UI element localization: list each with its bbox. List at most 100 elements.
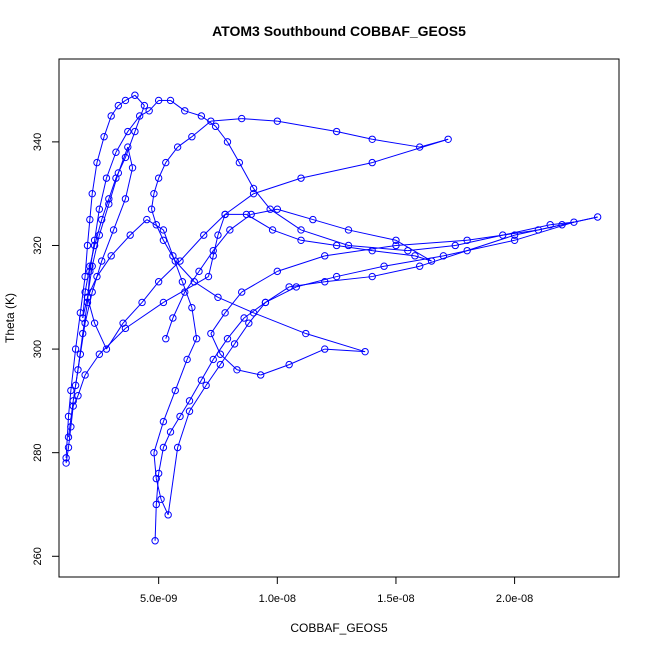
data-point — [297, 226, 305, 234]
data-point — [510, 236, 519, 245]
series-segment — [243, 302, 266, 319]
series-segment — [224, 193, 254, 215]
data-point — [100, 133, 108, 141]
series-segment — [148, 100, 160, 112]
data-point — [173, 443, 182, 452]
data-point — [344, 226, 353, 234]
data-point — [266, 205, 274, 213]
series-segment — [177, 411, 190, 448]
series-layer — [62, 91, 602, 545]
series-segment — [154, 504, 157, 541]
series-segment — [125, 94, 136, 101]
data-point — [112, 148, 120, 156]
data-point — [209, 355, 217, 364]
data-point — [240, 314, 248, 322]
data-point — [204, 272, 213, 281]
data-point — [368, 272, 376, 281]
series-segment — [224, 291, 243, 314]
data-point — [95, 231, 104, 239]
series-segment — [372, 138, 449, 164]
data-point — [214, 231, 222, 239]
data-point — [463, 246, 471, 255]
data-point — [154, 469, 163, 478]
series-segment — [84, 245, 88, 277]
data-point — [121, 96, 130, 105]
series-segment — [98, 203, 110, 236]
data-point — [292, 283, 300, 291]
series-segment — [372, 265, 420, 278]
y-tick-label: 320 — [32, 236, 44, 254]
series-segment — [210, 312, 226, 334]
data-point — [98, 215, 106, 224]
data-point — [107, 112, 115, 120]
y-tick-label: 280 — [32, 444, 44, 462]
data-point — [499, 231, 507, 239]
data-point — [159, 226, 168, 234]
data-point — [119, 319, 127, 327]
series-segment — [174, 260, 195, 283]
series-segment — [141, 281, 160, 303]
data-point — [95, 205, 104, 213]
data-point — [62, 459, 70, 467]
data-point — [150, 448, 158, 457]
data-point — [185, 397, 194, 405]
data-point — [88, 288, 96, 296]
data-point — [159, 417, 168, 426]
series-segment — [134, 105, 145, 132]
series-segment — [84, 291, 93, 324]
series-segment — [198, 250, 214, 272]
series-segment — [158, 260, 181, 283]
series-segment — [383, 255, 444, 267]
series-segment — [67, 400, 74, 438]
data-point — [192, 335, 201, 343]
data-point — [302, 329, 310, 338]
series-segment — [155, 473, 160, 505]
series-segment — [89, 240, 96, 272]
series-segment — [105, 152, 117, 179]
series-segment — [241, 270, 278, 293]
y-tick-label: 340 — [32, 133, 44, 151]
series-segment — [348, 244, 408, 252]
y-axis: 260 280 300 320 340 — [32, 133, 60, 565]
series-segment — [186, 338, 198, 360]
data-point — [83, 241, 92, 250]
series-segment — [407, 244, 456, 252]
data-point — [238, 114, 246, 123]
data-point — [169, 314, 177, 322]
data-point — [102, 345, 111, 353]
data-point — [415, 262, 424, 270]
data-point — [546, 221, 554, 229]
series-segment — [277, 120, 337, 133]
data-point — [157, 495, 165, 503]
series-segment — [260, 364, 290, 376]
series-segment — [189, 379, 202, 402]
series-segment — [162, 390, 176, 422]
data-point — [188, 303, 196, 312]
series-segment — [265, 286, 290, 303]
y-axis-label: Theta (K) — [3, 293, 17, 343]
data-point — [332, 127, 341, 136]
data-point — [249, 184, 258, 193]
series-segment — [94, 209, 100, 241]
data-point — [81, 371, 89, 379]
series-segment — [372, 138, 420, 148]
series-segment — [110, 105, 119, 117]
series-segment — [153, 177, 160, 194]
data-point — [124, 143, 132, 151]
data-point — [105, 200, 113, 208]
series-segment — [162, 229, 174, 257]
data-point — [135, 112, 144, 120]
data-point — [128, 164, 137, 172]
data-point — [368, 246, 376, 255]
data-point — [98, 257, 106, 265]
series-segment — [94, 322, 107, 350]
data-point — [411, 252, 419, 260]
y-tick-label: 260 — [32, 547, 44, 565]
data-point — [200, 231, 208, 239]
data-point — [188, 133, 196, 141]
data-point — [154, 96, 163, 105]
data-point — [171, 257, 179, 265]
data-point — [178, 278, 187, 286]
series-segment — [300, 162, 373, 179]
data-point — [309, 215, 317, 224]
